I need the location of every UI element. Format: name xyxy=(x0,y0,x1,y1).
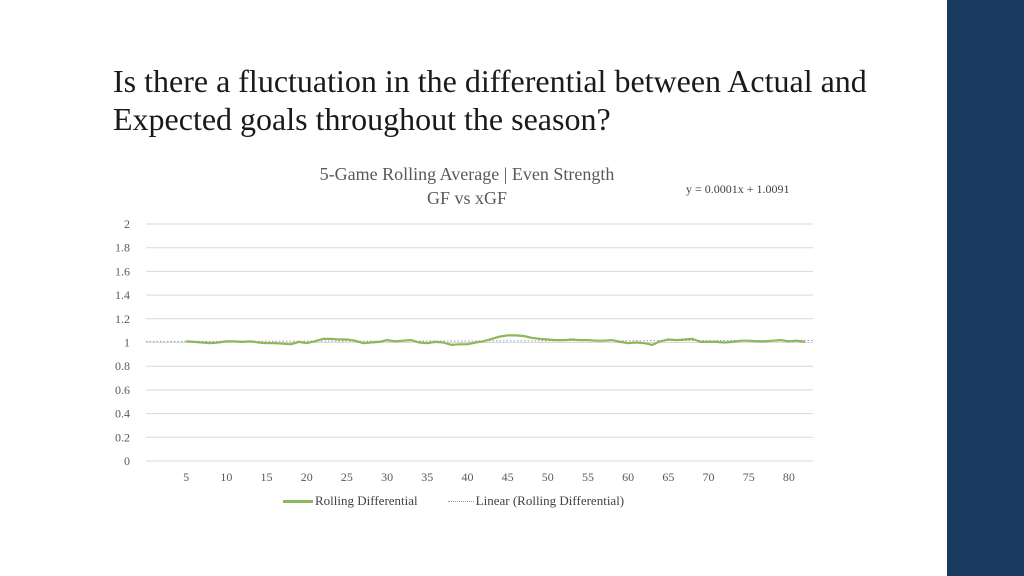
y-tick-label: 0.6 xyxy=(115,383,130,397)
series-rolling-differential xyxy=(186,334,806,346)
x-tick-label: 35 xyxy=(421,470,433,484)
legend-item-linear: Linear (Rolling Differential) xyxy=(447,493,625,509)
x-tick-label: 10 xyxy=(220,470,232,484)
chart-legend: Rolling Differential Linear (Rolling Dif… xyxy=(283,493,624,509)
legend-swatch-solid xyxy=(283,499,313,503)
legend-label-linear: Linear (Rolling Differential) xyxy=(475,493,625,508)
y-tick-label: 1.2 xyxy=(115,312,130,326)
x-tick-label: 5 xyxy=(183,470,189,484)
y-tick-label: 0.4 xyxy=(115,407,130,421)
legend-label-rolling: Rolling Differential xyxy=(315,493,418,508)
y-tick-label: 2 xyxy=(124,217,130,231)
y-tick-label: 0 xyxy=(124,454,130,468)
x-tick-label: 60 xyxy=(622,470,634,484)
x-tick-label: 65 xyxy=(662,470,674,484)
x-tick-label: 75 xyxy=(743,470,755,484)
trendline-equation: y = 0.0001x + 1.0091 xyxy=(686,182,790,196)
x-tick-label: 50 xyxy=(542,470,554,484)
x-tick-label: 70 xyxy=(703,470,715,484)
chart-title-line-2: GF vs xGF xyxy=(426,188,508,208)
y-tick-label: 1 xyxy=(124,336,130,350)
legend-swatch-dotted xyxy=(447,500,474,502)
sidebar-accent xyxy=(947,0,1024,576)
y-tick-label: 0.2 xyxy=(115,430,130,444)
x-tick-label: 45 xyxy=(502,470,514,484)
y-tick-label: 0.8 xyxy=(115,359,130,373)
x-tick-label: 55 xyxy=(582,470,594,484)
y-tick-label: 1.8 xyxy=(115,241,130,255)
chart-title: 5-Game Rolling Average | Even Strength G… xyxy=(262,162,672,210)
x-tick-label: 20 xyxy=(301,470,313,484)
legend-item-rolling: Rolling Differential xyxy=(283,493,418,509)
chart-title-line-1: 5-Game Rolling Average | Even Strength xyxy=(319,164,615,184)
y-tick-label: 1.6 xyxy=(115,264,130,278)
x-tick-label: 15 xyxy=(261,470,273,484)
x-tick-label: 25 xyxy=(341,470,353,484)
x-tick-label: 40 xyxy=(461,470,473,484)
x-tick-label: 80 xyxy=(783,470,795,484)
slide-title: Is there a fluctuation in the differenti… xyxy=(113,63,867,137)
x-tick-label: 30 xyxy=(381,470,393,484)
y-tick-label: 1.4 xyxy=(115,288,130,302)
